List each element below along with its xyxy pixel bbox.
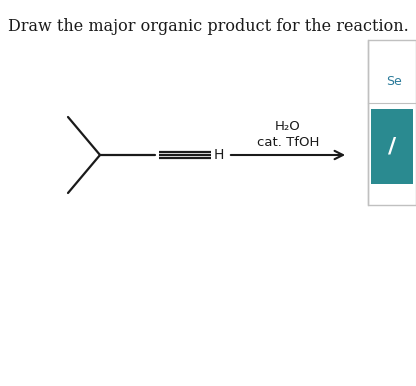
Text: cat. TfOH: cat. TfOH xyxy=(257,136,319,149)
Bar xyxy=(368,40,416,205)
Text: H: H xyxy=(214,148,224,162)
Text: /: / xyxy=(388,136,396,156)
Text: Draw the major organic product for the reaction.: Draw the major organic product for the r… xyxy=(8,18,409,35)
Text: H₂O: H₂O xyxy=(275,120,301,133)
Text: Se: Se xyxy=(386,75,402,88)
Bar xyxy=(371,109,413,184)
